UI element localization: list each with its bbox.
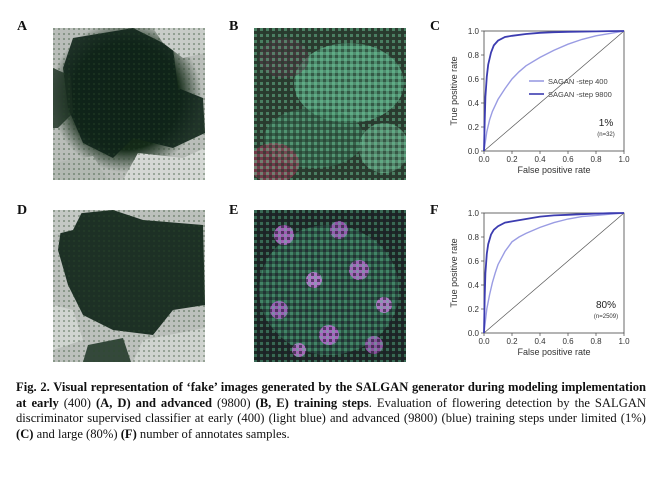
- roc-c-y-axis-label: True positive rate: [449, 56, 459, 125]
- roc-c-xtick-label: 0.2: [506, 155, 518, 164]
- roc-c-ytick-label: 0.8: [468, 51, 480, 60]
- roc-f-ytick-label: 0.4: [468, 281, 480, 290]
- panel-label-a: A: [17, 19, 28, 34]
- caption-advanced-val: (9800): [217, 395, 251, 410]
- roc-c-legend-label-2: SAGAN -step 9800: [548, 90, 612, 99]
- panel-label-e: E: [229, 203, 239, 218]
- roc-f-ytick-label: 1.0: [468, 209, 480, 218]
- caption-fig-label: Fig. 2.: [16, 380, 50, 394]
- roc-f-xtick-label: 0.8: [590, 337, 602, 346]
- roc-c-legend-label-1: SAGAN -step 400: [548, 77, 608, 86]
- caption-c-ref: (C): [16, 426, 34, 441]
- caption-bold-3: and advanced: [135, 395, 217, 410]
- roc-c-xtick-label: 0.6: [562, 155, 574, 164]
- generated-image-b: [254, 28, 406, 180]
- caption-line-2a: Evaluation of flowering detection by the…: [16, 395, 647, 426]
- caption-period: .: [368, 395, 372, 410]
- roc-c-xtick-label: 0.8: [590, 155, 602, 164]
- caption-line-2c: number of annotates samples.: [136, 426, 290, 441]
- roc-c-plot-frame: [483, 30, 625, 152]
- caption-bold-2: (A, D): [91, 395, 136, 410]
- panel-label-b: B: [229, 19, 239, 34]
- roc-f-plot-frame: [483, 212, 625, 334]
- roc-f-sample-size-annotation: (n=2509): [594, 314, 618, 320]
- roc-f-ytick-label: 0.8: [468, 233, 480, 242]
- figure-caption: Fig. 2. Visual representation of ‘fake’ …: [16, 380, 646, 442]
- roc-f-xtick-label: 1.0: [618, 337, 630, 346]
- panel-label-c: C: [430, 19, 441, 34]
- roc-f-xtick-label: 0.2: [506, 337, 518, 346]
- roc-c-xtick-label: 1.0: [618, 155, 630, 164]
- roc-f-series-line-2: [483, 212, 625, 334]
- caption-line-2b: and large (80%): [33, 426, 121, 441]
- roc-c-series-line-2: [483, 30, 625, 152]
- roc-chart-c-svg: 0.0 0.2 0.4 0.6 0.8 1.0 0.0 0.2 0.4 0.6 0.8 1.0 Fals…: [449, 27, 630, 175]
- roc-c-ytick-label: 0.4: [468, 99, 480, 108]
- roc-c-x-axis-label: False positive rate: [517, 165, 590, 175]
- caption-bold-1: Visual representation of ‘fake’ images g…: [16, 380, 646, 410]
- roc-c-sample-size-annotation: (n=32): [597, 132, 615, 138]
- generated-image-d: [53, 210, 205, 362]
- roc-c-ytick-label: 0.6: [468, 75, 480, 84]
- caption-bold-4: (B, E) training steps: [250, 395, 369, 410]
- roc-c-percent-annotation: 1%: [599, 118, 614, 129]
- roc-chart-f-svg: 0.0 0.2 0.4 0.6 0.8 1.0 0.0 0.2 0.4 0.6 0.8 1.0 Fals…: [449, 209, 630, 357]
- panel-label-f: F: [430, 203, 439, 218]
- roc-f-y-axis-label: True positive rate: [449, 238, 459, 307]
- roc-c-xtick-label: 0.0: [478, 155, 490, 164]
- roc-c-xtick-label: 0.4: [534, 155, 546, 164]
- roc-f-ytick-label: 0.0: [468, 329, 480, 338]
- roc-chart-f: 0.0 0.2 0.4 0.6 0.8 1.0 0.0 0.2 0.4 0.6 0.8 1.0 Fals…: [444, 198, 644, 373]
- roc-f-xtick-label: 0.0: [478, 337, 490, 346]
- roc-c-chance-line: [483, 30, 625, 152]
- roc-c-ytick-label: 0.2: [468, 123, 480, 132]
- roc-chart-c: 0.0 0.2 0.4 0.6 0.8 1.0 0.0 0.2 0.4 0.6 0.8 1.0 Fals…: [444, 16, 644, 191]
- roc-f-chance-line: [483, 212, 625, 334]
- caption-early-val: (400): [63, 395, 91, 410]
- roc-f-ytick-label: 0.2: [468, 305, 480, 314]
- caption-f-ref: (F): [120, 426, 137, 441]
- generated-image-a: [53, 28, 205, 180]
- roc-c-series-line-1: [483, 30, 625, 152]
- roc-f-xtick-label: 0.6: [562, 337, 574, 346]
- panel-label-d: D: [17, 203, 28, 218]
- roc-f-xtick-label: 0.4: [534, 337, 546, 346]
- roc-c-ytick-label: 1.0: [468, 27, 480, 36]
- roc-c-ytick-label: 0.0: [468, 147, 480, 156]
- roc-f-x-axis-label: False positive rate: [517, 347, 590, 357]
- generated-image-e: [254, 210, 406, 362]
- roc-f-percent-annotation: 80%: [596, 300, 616, 311]
- roc-f-series-line-1: [483, 212, 625, 334]
- roc-f-ytick-label: 0.6: [468, 257, 480, 266]
